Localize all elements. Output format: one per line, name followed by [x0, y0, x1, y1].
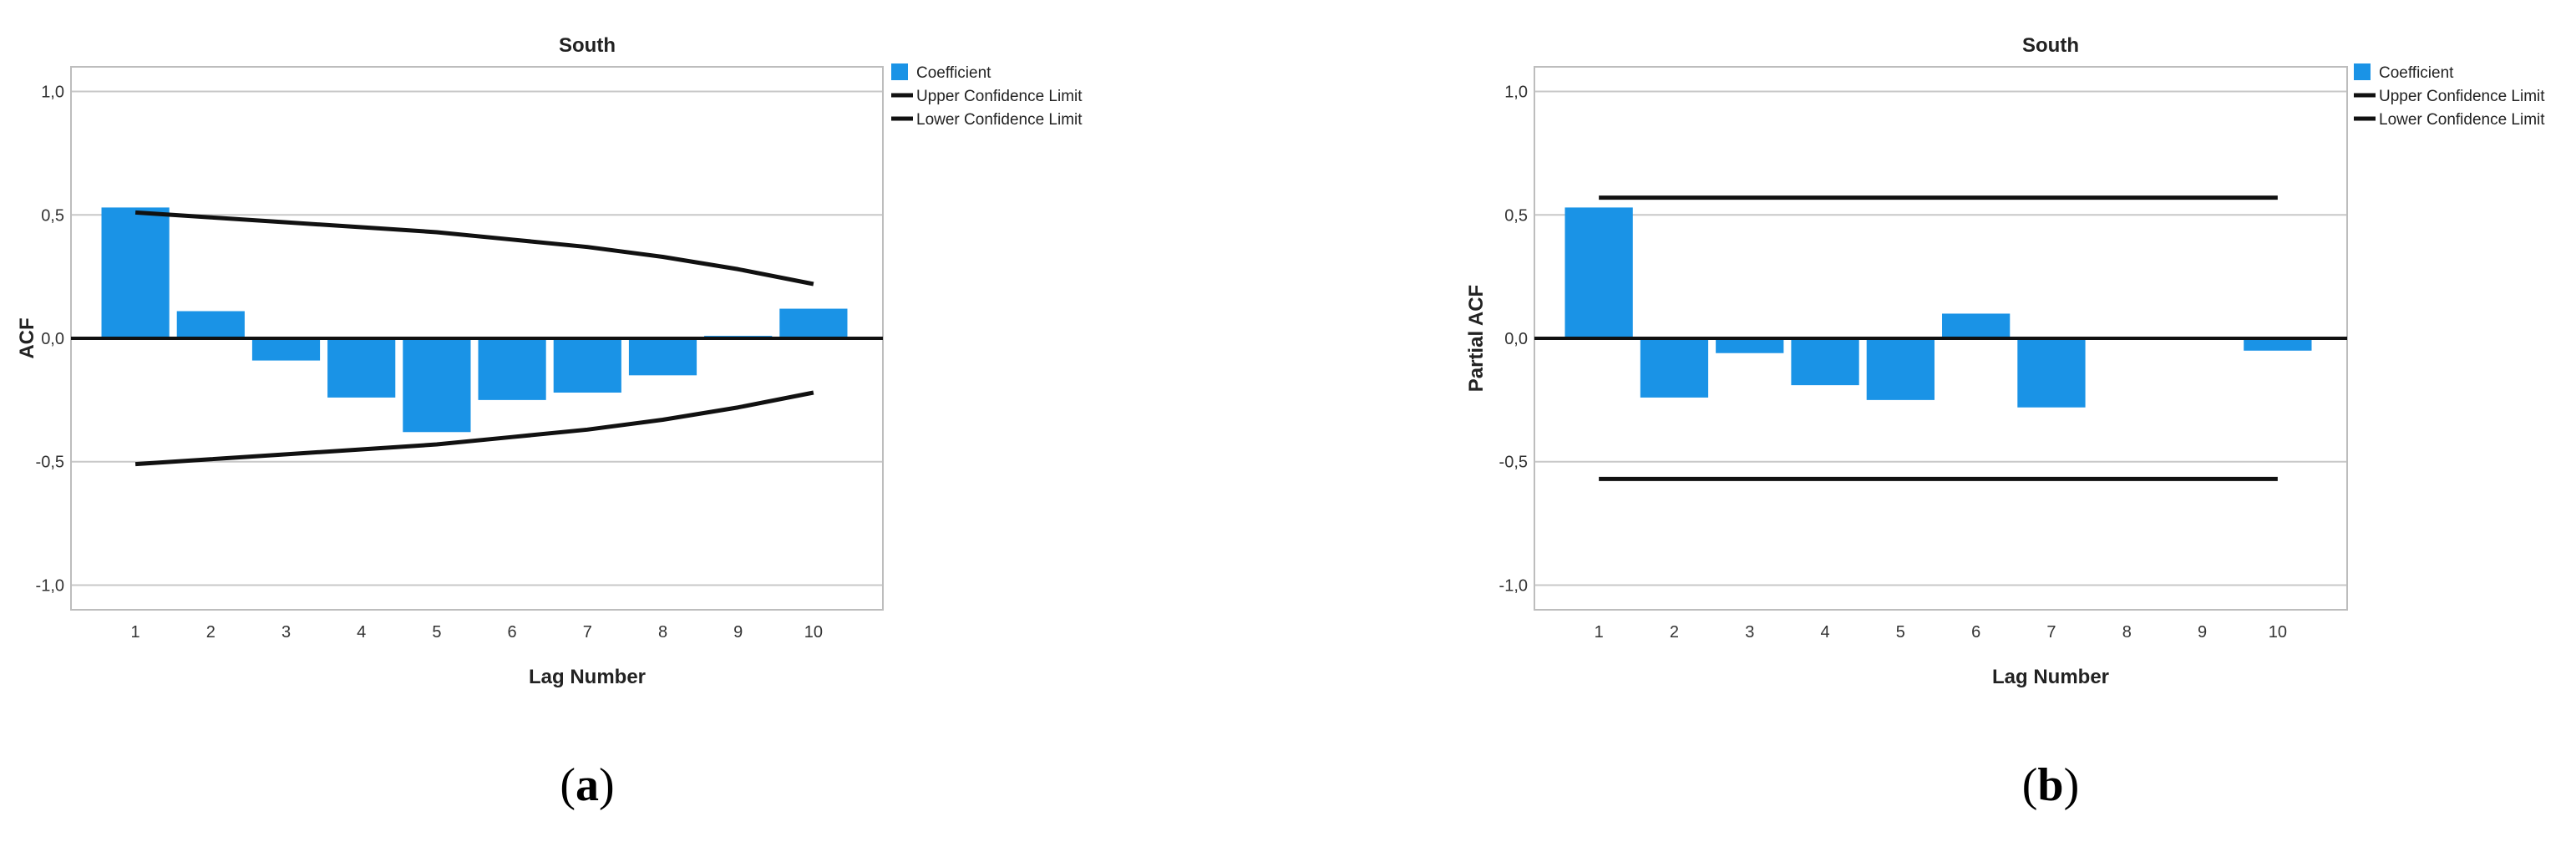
x-tick-label: 4 — [1820, 623, 1829, 642]
coefficient-bar — [251, 338, 321, 361]
x-tick-label: 2 — [1670, 623, 1679, 642]
coefficient-bar — [478, 338, 546, 400]
x-tick-label: 10 — [2269, 623, 2287, 642]
y-tick-label: 0,5 — [1504, 206, 1528, 225]
x-tick-label: 9 — [2198, 623, 2207, 642]
coefficient-bar — [553, 338, 621, 393]
panel-caption: (a) — [560, 759, 614, 811]
legend-label: Coefficient — [2379, 64, 2454, 82]
caption-open-paren: ( — [2022, 759, 2038, 811]
legend: Coefficient Upper Confidence Limit Lower C… — [891, 63, 1083, 129]
y-tick-label: 1,0 — [1504, 84, 1528, 102]
chart-panel-a: -1,0 -0,5 0,0 0,5 1,0 1 2 3 4 5 6 7 8 9 10 South Lag Num… — [16, 34, 1083, 811]
y-axis-label: Partial ACF — [1465, 285, 1488, 392]
coefficient-bar — [101, 207, 170, 338]
legend-label: Upper Confidence Limit — [2379, 88, 2545, 105]
chart-title: South — [559, 34, 616, 57]
panel-caption: (b) — [2022, 759, 2079, 811]
legend-label: Lower Confidence Limit — [2379, 111, 2545, 129]
x-tick-label: 3 — [281, 623, 291, 642]
legend: Coefficient Upper Confidence Limit Lower C… — [2354, 63, 2545, 129]
caption-letter: a — [576, 759, 599, 811]
x-tick-label: 8 — [658, 623, 667, 642]
y-tick-label: 0,0 — [41, 330, 64, 348]
chart-title: South — [2022, 34, 2079, 57]
coefficient-bar — [2017, 338, 2086, 408]
coefficient-bar — [628, 338, 697, 376]
y-axis-label: ACF — [16, 317, 38, 358]
legend-label: Coefficient — [916, 64, 991, 82]
coefficient-bar — [327, 338, 396, 398]
y-tick-label: 0,5 — [41, 206, 64, 225]
y-tick-label: 1,0 — [41, 84, 64, 102]
legend-swatch-coefficient — [2354, 63, 2371, 80]
lower-confidence-limit-line — [134, 390, 814, 467]
coefficient-bar — [1942, 313, 2011, 338]
x-axis-label: Lag Number — [529, 666, 646, 688]
x-tick-label: 7 — [583, 623, 592, 642]
legend-label: Lower Confidence Limit — [916, 111, 1083, 129]
y-tick-label: 0,0 — [1504, 330, 1528, 348]
x-tick-label: 7 — [2046, 623, 2056, 642]
coefficient-bar — [1716, 338, 1784, 353]
x-axis-label: Lag Number — [1992, 666, 2109, 688]
x-tick-label: 1 — [131, 623, 140, 642]
caption-open-paren: ( — [560, 759, 576, 811]
x-tick-label: 6 — [508, 623, 517, 642]
x-tick-label: 9 — [733, 623, 743, 642]
coefficient-bar — [2244, 338, 2312, 351]
x-tick-label: 6 — [1971, 623, 1980, 642]
x-tick-label: 5 — [432, 623, 441, 642]
x-tick-label: 4 — [357, 623, 366, 642]
coefficient-bar — [1640, 338, 1709, 398]
coefficient-bar — [176, 311, 245, 338]
x-tick-label: 2 — [206, 623, 216, 642]
caption-letter: b — [2037, 759, 2063, 811]
coefficient-bar — [1791, 338, 1859, 386]
upper-confidence-limit-line — [134, 210, 814, 287]
legend-swatch-coefficient — [891, 63, 908, 80]
chart-panel-b: -1,0 -0,5 0,0 0,5 1,0 1 2 3 4 5 6 7 8 9 10 South Lag Num… — [1465, 34, 2545, 811]
y-tick-label: -0,5 — [1499, 454, 1528, 472]
coefficient-bar — [403, 338, 471, 433]
x-tick-label: 8 — [2122, 623, 2132, 642]
y-tick-label: -1,0 — [36, 576, 64, 595]
caption-close-paren: ) — [599, 759, 615, 811]
caption-close-paren: ) — [2064, 759, 2080, 811]
coefficient-bar — [779, 308, 848, 338]
coefficient-bar — [1564, 207, 1633, 338]
x-tick-label: 1 — [1595, 623, 1604, 642]
x-tick-label: 3 — [1745, 623, 1754, 642]
y-tick-label: -0,5 — [36, 454, 64, 472]
x-tick-label: 10 — [804, 623, 823, 642]
y-tick-label: -1,0 — [1499, 576, 1528, 595]
coefficient-bar — [1866, 338, 1935, 400]
legend-label: Upper Confidence Limit — [916, 88, 1083, 105]
x-tick-label: 5 — [1896, 623, 1905, 642]
